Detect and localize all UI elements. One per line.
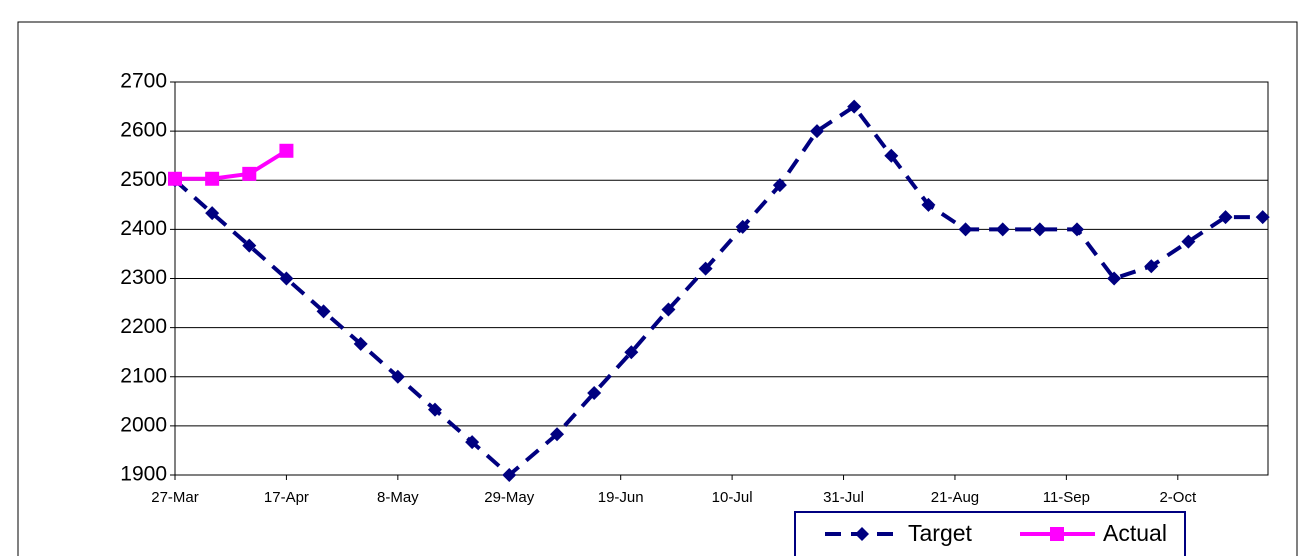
- marker: [353, 336, 368, 351]
- marker: [465, 435, 480, 450]
- marker: [550, 427, 565, 442]
- x-tick-label: 31-Jul: [823, 489, 864, 506]
- marker: [661, 302, 676, 317]
- marker: [735, 219, 750, 234]
- legend-marker: [1050, 527, 1064, 541]
- legend-label: Actual: [1103, 520, 1167, 546]
- y-tick-label: 2400: [120, 217, 167, 240]
- y-tick-label: 1900: [120, 463, 167, 486]
- marker: [995, 222, 1010, 237]
- x-tick-label: 27-Mar: [151, 489, 199, 506]
- y-tick-label: 2100: [120, 364, 167, 387]
- marker: [1181, 234, 1196, 249]
- x-tick-label: 21-Aug: [931, 489, 979, 506]
- x-tick-label: 8-May: [377, 489, 419, 506]
- marker: [1032, 222, 1047, 237]
- legend-label: Target: [908, 520, 973, 546]
- x-tick-label: 11-Sep: [1043, 489, 1090, 506]
- marker: [205, 171, 220, 186]
- chart-border: [17, 21, 1298, 556]
- marker: [847, 99, 862, 114]
- marker: [502, 468, 517, 482]
- y-tick-label: 2300: [120, 266, 167, 289]
- marker: [279, 143, 294, 158]
- marker: [624, 345, 639, 360]
- marker: [921, 197, 936, 212]
- x-tick-label: 10-Jul: [712, 489, 753, 506]
- marker: [1069, 222, 1084, 237]
- y-tick-label: 2000: [120, 413, 167, 436]
- x-tick-label: 19-Jun: [598, 489, 644, 506]
- x-tick-label: 17-Apr: [264, 489, 309, 506]
- marker: [205, 206, 220, 221]
- marker: [698, 261, 713, 276]
- marker: [168, 171, 182, 186]
- y-tick-label: 2500: [120, 168, 167, 191]
- y-tick-label: 2200: [120, 315, 167, 338]
- legend-marker: [855, 527, 869, 541]
- series-line: [175, 149, 288, 181]
- legend-box: [794, 511, 1186, 556]
- plot-area: [174, 81, 1269, 476]
- marker: [427, 402, 442, 417]
- marker: [810, 124, 825, 139]
- marker: [772, 178, 787, 193]
- marker: [1107, 271, 1122, 286]
- marker: [1255, 210, 1270, 225]
- marker: [958, 222, 973, 237]
- marker: [884, 148, 899, 163]
- series-line: [173, 103, 1263, 478]
- marker: [316, 304, 331, 319]
- x-tick-label: 29-May: [484, 489, 535, 506]
- y-tick-label: 2600: [120, 119, 167, 142]
- marker: [242, 166, 257, 181]
- marker: [390, 369, 405, 384]
- marker: [279, 271, 294, 286]
- y-tick-label: 2700: [120, 70, 167, 93]
- x-tick-label: 2-Oct: [1159, 489, 1197, 506]
- marker: [587, 385, 602, 400]
- marker: [1144, 259, 1159, 274]
- marker: [1218, 210, 1233, 225]
- marker: [242, 238, 257, 253]
